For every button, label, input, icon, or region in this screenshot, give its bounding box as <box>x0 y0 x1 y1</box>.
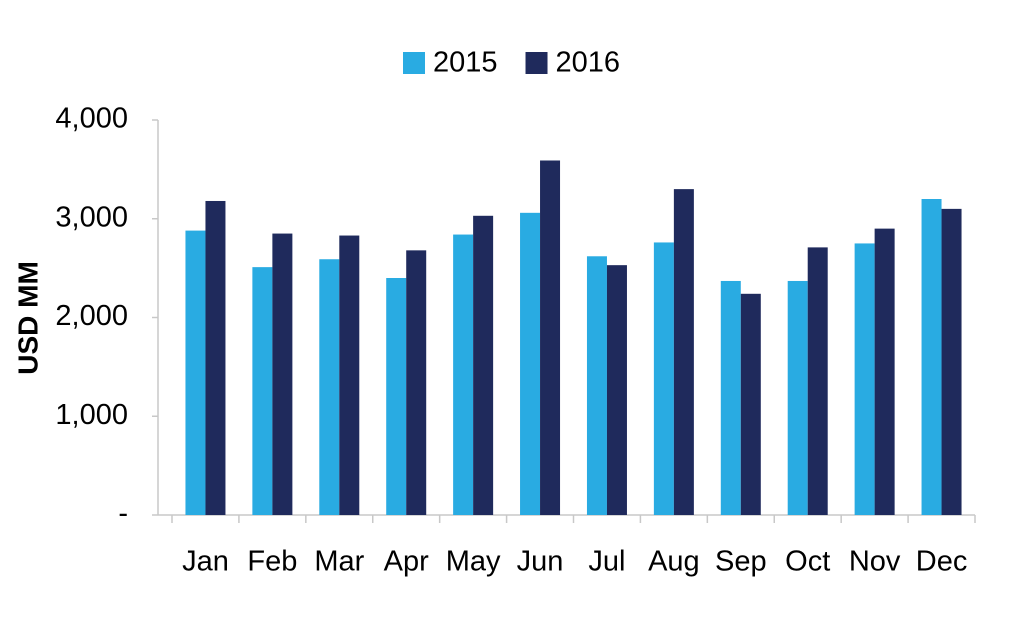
y-tick-label: 4,000 <box>55 103 128 135</box>
bar <box>586 256 607 515</box>
bar <box>941 208 962 515</box>
bar <box>854 243 875 515</box>
bar <box>787 280 808 515</box>
bar <box>520 212 541 515</box>
bar <box>673 189 694 515</box>
x-tick-label: Feb <box>247 546 297 578</box>
legend-swatch <box>525 52 548 74</box>
bar <box>540 160 561 516</box>
bar <box>252 267 273 515</box>
x-tick-label: Apr <box>384 546 429 578</box>
x-tick-label: May <box>446 546 501 578</box>
x-tick-label: Jun <box>517 546 564 578</box>
x-tick-label: Jul <box>588 546 625 578</box>
bar <box>807 247 828 515</box>
bar <box>386 278 407 515</box>
y-tick-label: 2,000 <box>55 300 128 332</box>
bar <box>473 215 494 515</box>
x-tick-label: Aug <box>648 546 700 578</box>
bar <box>740 293 761 515</box>
x-tick-label: Mar <box>314 546 364 578</box>
bar <box>653 242 674 515</box>
bar <box>453 234 474 516</box>
bar <box>319 259 340 515</box>
x-tick-label: Sep <box>715 546 767 578</box>
bar <box>720 280 741 515</box>
legend-swatch <box>403 52 425 74</box>
bar <box>272 233 293 515</box>
x-tick-label: Nov <box>849 546 901 578</box>
bar <box>406 250 427 515</box>
legend-label: 2016 <box>556 47 621 79</box>
y-tick-label: 1,000 <box>55 399 128 431</box>
y-tick-label: - <box>118 498 128 530</box>
y-axis-label: USD MM <box>12 261 43 375</box>
bar <box>205 200 226 515</box>
bar <box>185 230 206 515</box>
bar <box>606 265 627 515</box>
bar <box>921 199 942 515</box>
y-tick-label: 3,000 <box>55 201 128 233</box>
x-tick-label: Jan <box>182 546 229 578</box>
x-tick-label: Oct <box>785 546 830 578</box>
legend-label: 2015 <box>433 47 498 79</box>
bar <box>339 235 360 515</box>
x-tick-label: Dec <box>916 546 968 578</box>
bar <box>874 228 895 515</box>
